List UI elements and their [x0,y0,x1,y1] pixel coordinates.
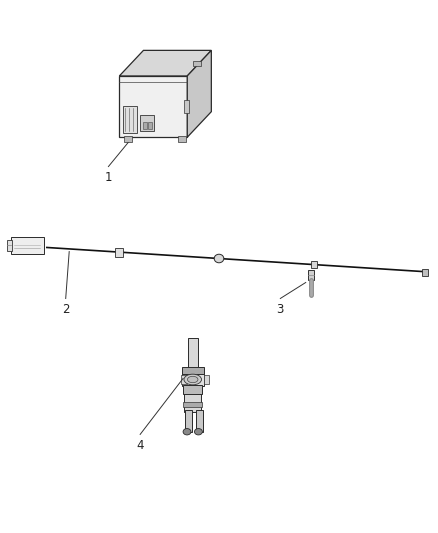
Bar [311,261,317,268]
Bar [185,410,192,432]
Text: 4: 4 [136,439,144,451]
Text: 2: 2 [62,303,70,316]
Bar [183,402,202,407]
Ellipse shape [184,374,201,385]
Bar [182,373,204,386]
Ellipse shape [194,429,202,435]
Polygon shape [119,76,187,137]
Ellipse shape [187,376,198,383]
Bar [178,136,187,141]
FancyBboxPatch shape [123,106,137,133]
Bar [188,338,198,372]
Bar [11,237,44,254]
Bar [184,392,201,412]
Bar [183,385,202,394]
Bar [193,61,201,66]
Bar [124,136,131,141]
Ellipse shape [214,254,224,263]
Bar [115,248,123,257]
Bar [142,122,146,128]
Bar [204,375,209,384]
Bar [182,367,204,374]
Bar [148,122,152,128]
Bar [140,115,154,131]
Polygon shape [119,50,211,76]
Bar [184,100,189,113]
Bar [308,270,314,280]
Bar [7,240,12,251]
Bar [196,410,203,432]
Text: 1: 1 [105,171,112,184]
Ellipse shape [183,429,191,435]
Polygon shape [187,50,211,137]
Text: 3: 3 [277,303,284,316]
Bar [181,375,187,384]
Bar [422,269,428,276]
